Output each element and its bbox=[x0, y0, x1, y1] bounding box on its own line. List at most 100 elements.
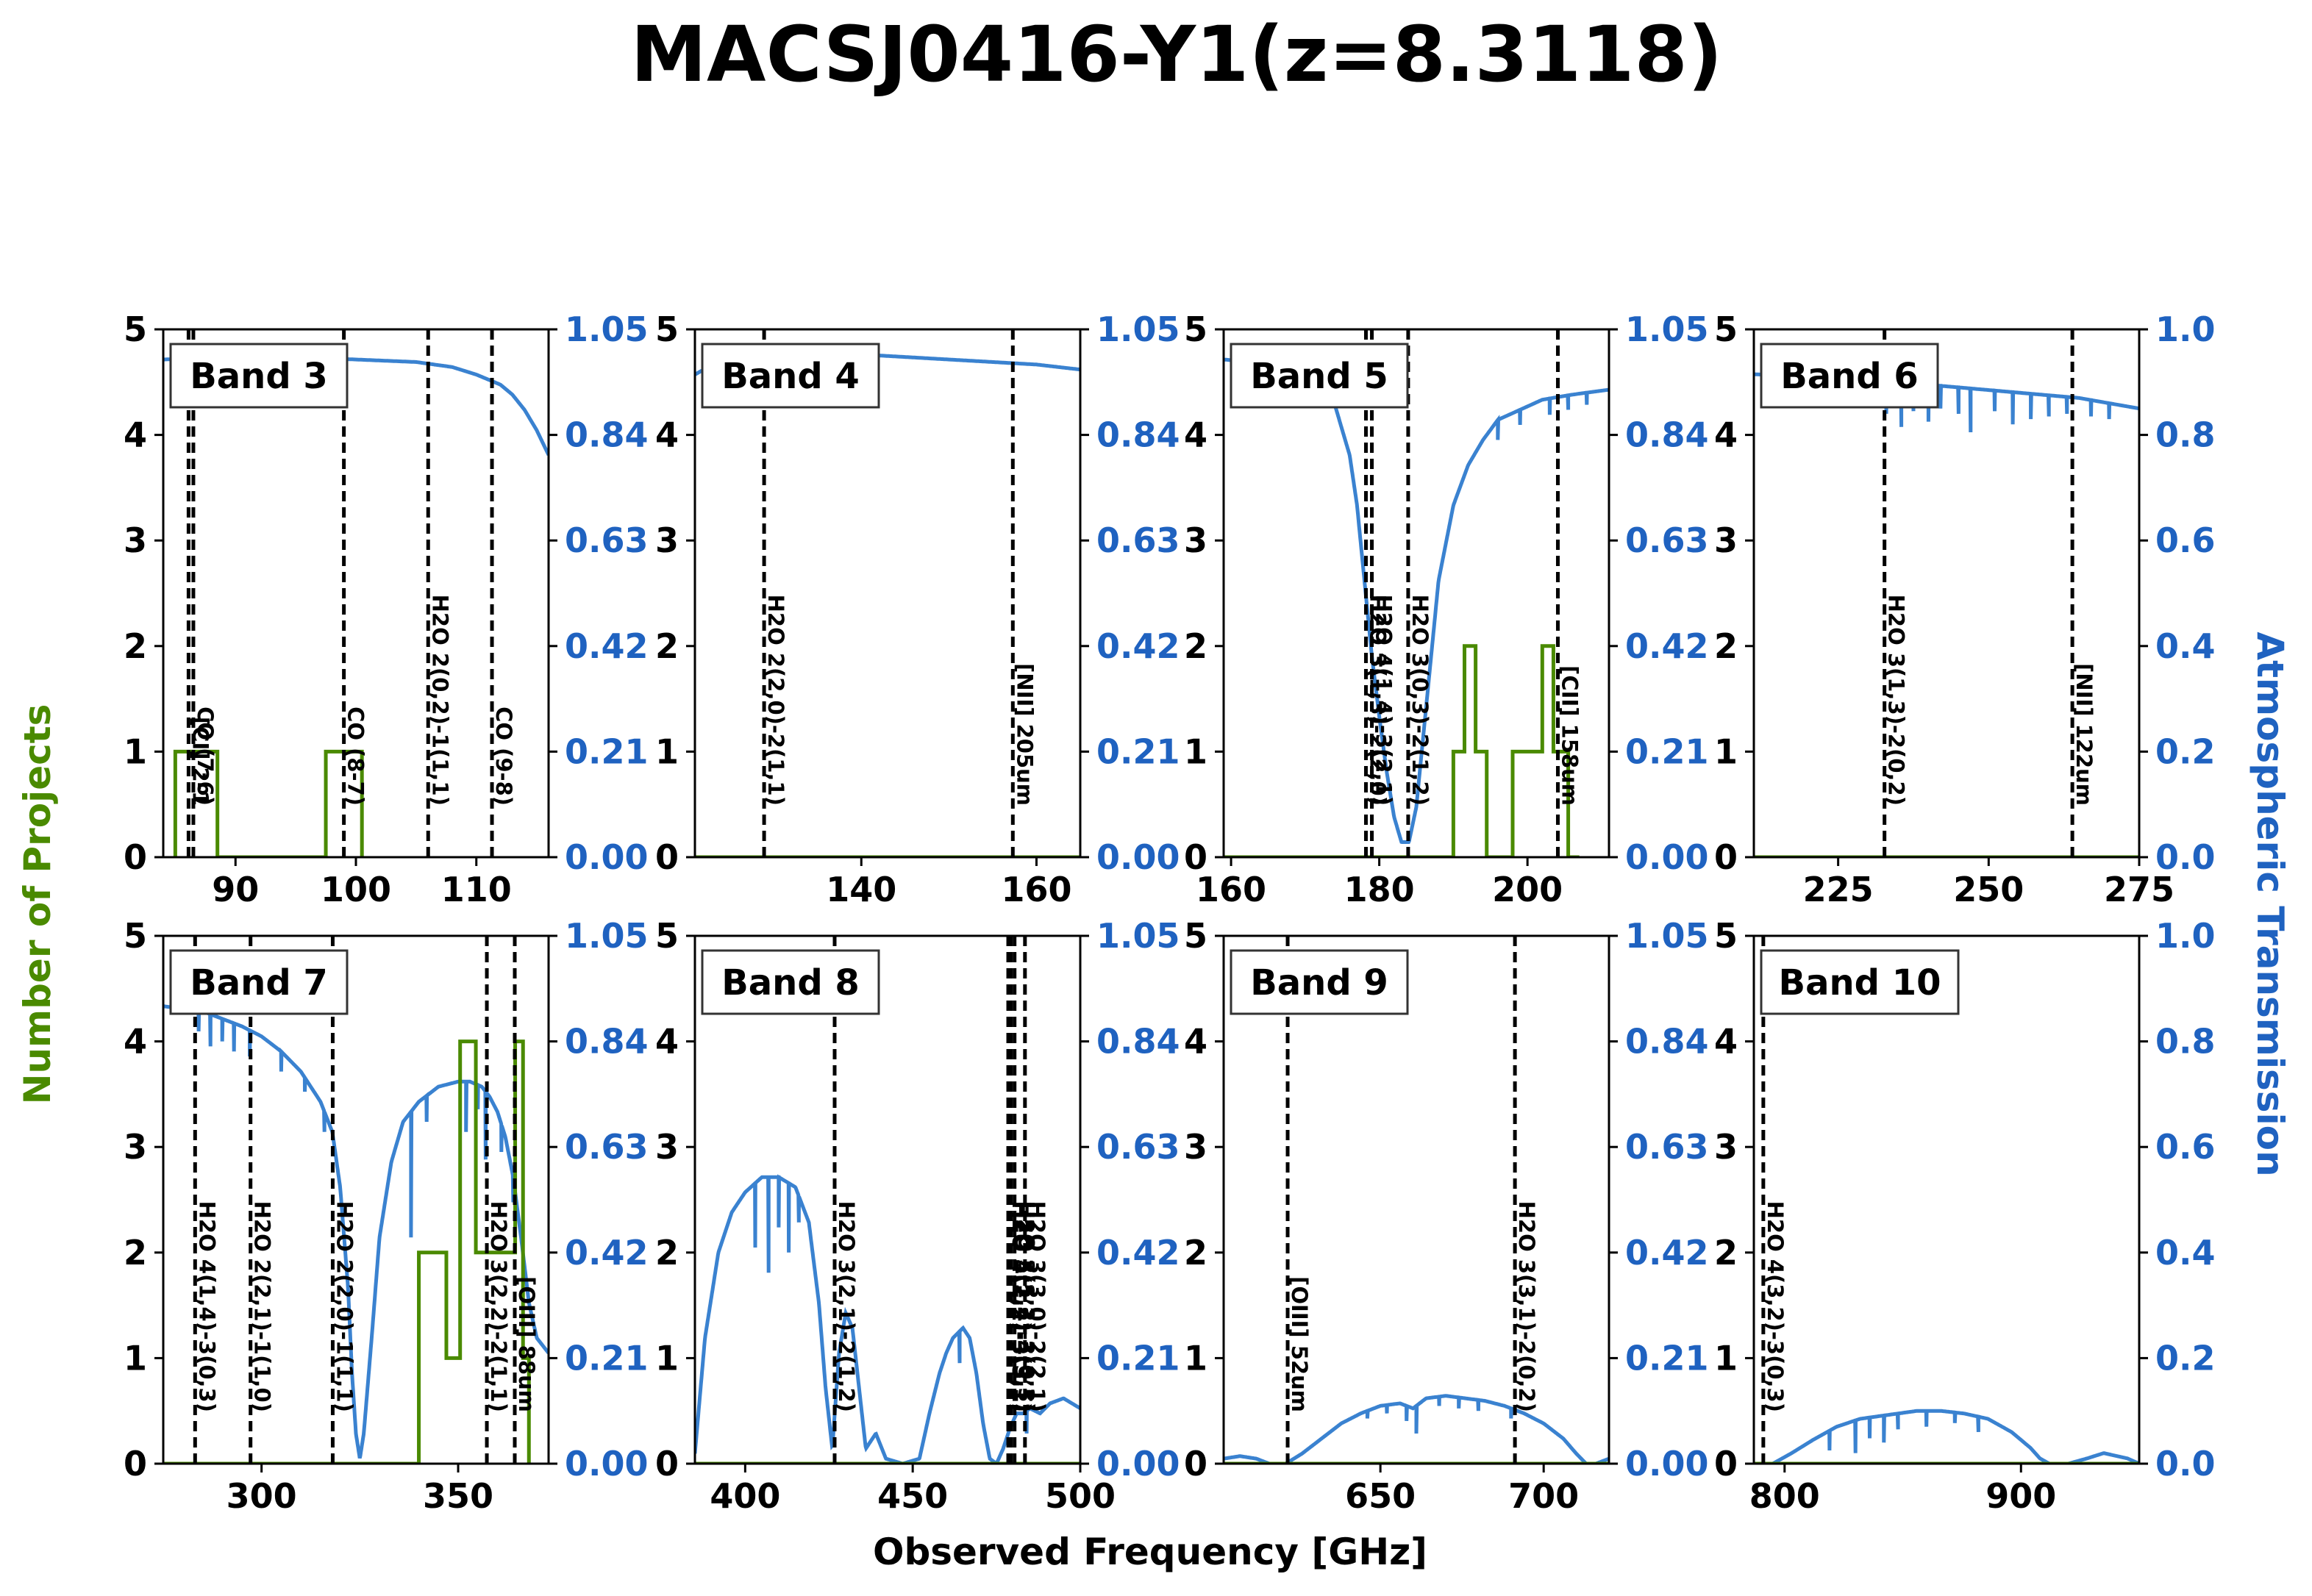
band-label-box bbox=[169, 949, 349, 1015]
panel-frame bbox=[693, 934, 1082, 1465]
band-label-box bbox=[1760, 343, 1939, 409]
left-y-tick-label: 3 bbox=[124, 520, 147, 560]
left-y-tick-label: 4 bbox=[1184, 415, 1207, 455]
left-y-tick-label: 1 bbox=[124, 1338, 147, 1378]
left-y-tick-label: 3 bbox=[655, 520, 679, 560]
band-label-box bbox=[701, 949, 880, 1015]
spectral-line-label: CO (9-8) bbox=[491, 706, 516, 806]
panel-frame bbox=[162, 934, 550, 1465]
spectral-line-label: [OIII] 88um bbox=[514, 1276, 539, 1412]
right-y-tick-label: 1.05 bbox=[1096, 916, 1180, 956]
right-y-tick-label: 0.00 bbox=[1625, 837, 1709, 877]
x-tick-label: 800 bbox=[1749, 1476, 1820, 1516]
left-y-tick-label: 3 bbox=[1714, 1127, 1738, 1167]
spectral-line-label: H2O 3(1,3)-2(2,0) bbox=[1365, 595, 1390, 806]
spectral-line-label: H2O 3(1,3)-2(0,2) bbox=[1884, 595, 1909, 806]
spectral-line-label: H2O 3(2,1)-2(1,2) bbox=[834, 1201, 859, 1412]
x-tick-label: 160 bbox=[1196, 870, 1266, 909]
transmission-curve bbox=[163, 1004, 549, 1459]
band-label-box bbox=[1760, 949, 1960, 1015]
left-y-tick-label: 0 bbox=[124, 837, 147, 877]
x-tick-label: 350 bbox=[423, 1476, 493, 1516]
x-tick-label: 225 bbox=[1803, 870, 1874, 909]
panel-7: H2O 4(3,2)-3(0,3) Band 10 0 1 2 3 4 5 0.0 0.2 0.4 0… bbox=[1714, 916, 2216, 1516]
band-label: Band 8 bbox=[721, 962, 860, 1003]
plot-area: H2O 3(1,3)-2(2,0)H2O 4(1,4)-3(2,1) H2O 3(… bbox=[1224, 329, 1609, 857]
x-tick-label: 400 bbox=[710, 1476, 780, 1516]
spectral-line-label: CO (8-7) bbox=[343, 706, 368, 806]
right-y-tick-label: 0.21 bbox=[1096, 1338, 1180, 1378]
right-y-tick-label: 0.4 bbox=[2155, 1233, 2216, 1273]
projects-histogram bbox=[1224, 644, 1580, 857]
spectral-line-label: H2O 3(2,2)-2(1,1) bbox=[486, 1201, 511, 1412]
left-y-tick-label: 2 bbox=[124, 1233, 147, 1273]
right-y-tick-label: 0.00 bbox=[1625, 1444, 1709, 1484]
right-y-tick-label: 0.21 bbox=[1625, 731, 1709, 771]
left-y-tick-label: 2 bbox=[1714, 626, 1738, 666]
right-y-tick-label: 0.63 bbox=[1096, 1127, 1180, 1167]
left-y-tick-label: 0 bbox=[655, 837, 679, 877]
left-y-tick-label: 2 bbox=[655, 626, 679, 666]
right-y-tick-label: 0.00 bbox=[1096, 837, 1180, 877]
plot-area: H2O 3(1,3)-2(0,2) [NII] 122um bbox=[1754, 329, 2139, 857]
left-y-tick-label: 1 bbox=[1184, 731, 1207, 771]
band-label: Band 9 bbox=[1250, 962, 1388, 1003]
plot-area: [OIII] 52um H2O 3(3,1)-2(0,2) bbox=[1224, 936, 1609, 1464]
left-y-tick-label: 1 bbox=[1714, 731, 1738, 771]
panel-5: H2O 3(2,1)-2(1,2) H2O 4(2,2)-3(3,1)H2O 5(… bbox=[655, 916, 1180, 1516]
figure-title: MACSJ0416-Y1(z=8.3118) bbox=[631, 10, 1723, 99]
transmission-curve bbox=[1224, 1394, 1609, 1464]
right-y-tick-label: 0.21 bbox=[1096, 731, 1180, 771]
x-tick-label: 140 bbox=[826, 870, 896, 909]
x-tick-label: 90 bbox=[212, 870, 259, 909]
x-tick-label: 500 bbox=[1045, 1476, 1116, 1516]
x-tick-label: 300 bbox=[226, 1476, 297, 1516]
left-y-tick-label: 3 bbox=[1714, 520, 1738, 560]
right-y-axis-label: Atmospheric Transmission bbox=[2249, 631, 2291, 1176]
right-y-tick-label: 0.63 bbox=[565, 1127, 649, 1167]
band-label-box bbox=[701, 343, 880, 409]
left-y-tick-label: 5 bbox=[1184, 309, 1207, 349]
right-y-tick-label: 0.63 bbox=[1625, 1127, 1709, 1167]
right-y-tick-label: 0.0 bbox=[2155, 1444, 2216, 1484]
left-y-tick-label: 2 bbox=[1184, 626, 1207, 666]
right-y-tick-label: 0.84 bbox=[1096, 415, 1180, 455]
left-y-tick-label: 3 bbox=[655, 1127, 679, 1167]
plot-area: H2O 2(2,0)-2(1,1) [NII] 205um bbox=[695, 329, 1080, 857]
panel-frame bbox=[1752, 328, 2141, 859]
left-y-tick-label: 1 bbox=[655, 731, 679, 771]
band-label: Band 6 bbox=[1780, 356, 1919, 397]
right-y-tick-label: 0.63 bbox=[565, 520, 649, 560]
x-axis-label: Observed Frequency [GHz] bbox=[873, 1531, 1427, 1573]
spectral-line-label: H2O 4(1,4)-3(2,1) bbox=[1371, 595, 1396, 806]
projects-histogram bbox=[163, 1039, 531, 1464]
left-y-tick-label: 2 bbox=[124, 626, 147, 666]
panel-frame bbox=[1222, 328, 1610, 859]
spectral-line-label: [NII] 122um bbox=[2072, 663, 2097, 806]
spectral-line-label: H2O 4(3,2)-3(0,3) bbox=[1763, 1201, 1788, 1412]
left-y-tick-label: 5 bbox=[1714, 916, 1738, 956]
panel-4: H2O 4(1,4)-3(0,3) H2O 2(2,1)-1(1,0) H2O 2(… bbox=[124, 916, 649, 1516]
right-y-tick-label: 0.21 bbox=[565, 731, 649, 771]
left-y-tick-label: 0 bbox=[655, 1444, 679, 1484]
spectral-line-label: CO (7-6) bbox=[193, 706, 218, 806]
panel-0: [CI] 2-1CO (7-6) CO (8-7) H2O 2(0,2)-1(1,1… bbox=[124, 309, 649, 909]
left-y-tick-label: 5 bbox=[1714, 309, 1738, 349]
left-y-axis-label: Number of Projects bbox=[16, 704, 59, 1105]
band-label: Band 10 bbox=[1778, 962, 1941, 1003]
band-label: Band 4 bbox=[721, 356, 860, 397]
left-y-tick-label: 1 bbox=[1184, 1338, 1207, 1378]
spectral-line-label: H2O 2(0,2)-1(1,1) bbox=[427, 595, 452, 806]
right-y-tick-label: 0.2 bbox=[2155, 1338, 2216, 1378]
right-y-tick-label: 1.05 bbox=[1625, 916, 1709, 956]
plot-area: H2O 3(2,1)-2(1,2) H2O 4(2,2)-3(3,1)H2O 5(… bbox=[695, 936, 1080, 1464]
x-tick-label: 275 bbox=[2104, 870, 2174, 909]
right-y-tick-label: 1.0 bbox=[2155, 309, 2216, 349]
left-y-tick-label: 4 bbox=[655, 1022, 679, 1062]
spectral-line-label: [NII] 205um bbox=[1012, 663, 1037, 806]
panel-3: H2O 3(1,3)-2(0,2) [NII] 122um Band 6 0 1 2 3 4 5… bbox=[1714, 309, 2216, 909]
x-tick-label: 450 bbox=[877, 1476, 948, 1516]
right-y-tick-label: 0.8 bbox=[2155, 415, 2216, 455]
left-y-tick-label: 0 bbox=[1184, 837, 1207, 877]
spectral-line-label: H2O 3(0,3)-2(1,2) bbox=[1407, 595, 1432, 806]
